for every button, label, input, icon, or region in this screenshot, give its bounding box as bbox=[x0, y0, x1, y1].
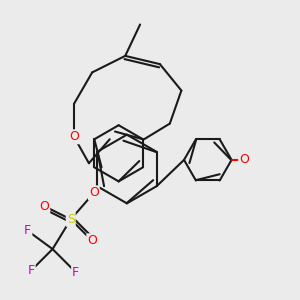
Text: O: O bbox=[89, 186, 99, 200]
Text: F: F bbox=[24, 224, 32, 237]
Text: F: F bbox=[28, 264, 35, 277]
Text: O: O bbox=[69, 130, 79, 143]
Text: O: O bbox=[87, 234, 97, 247]
Text: O: O bbox=[39, 200, 49, 213]
Text: O: O bbox=[239, 153, 249, 167]
Text: S: S bbox=[67, 213, 75, 226]
Text: F: F bbox=[72, 266, 79, 279]
